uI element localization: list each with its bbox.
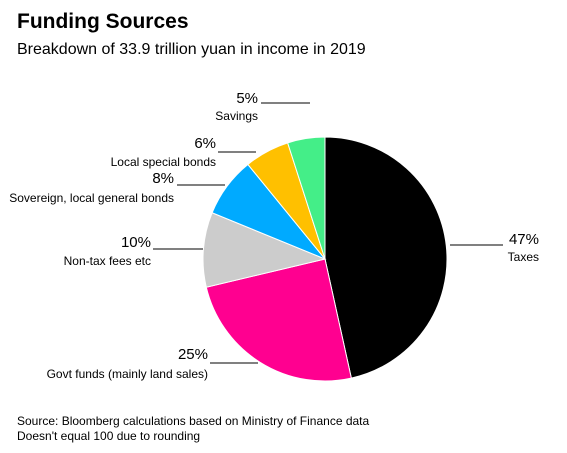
- value-label-non-tax-fees-etc: 10%: [121, 234, 151, 251]
- value-label-local-special-bonds: 6%: [194, 135, 216, 152]
- category-label-local-special-bonds: Local special bonds: [111, 155, 216, 169]
- rounding-note: Doesn't equal 100 due to rounding: [17, 429, 201, 443]
- pie-slice-taxes: [324, 136, 448, 379]
- value-label-govt-funds-mainly-land-sales: 25%: [178, 346, 208, 363]
- category-label-sovereign-local-general-bonds: Sovereign, local general bonds: [9, 191, 174, 205]
- value-label-taxes: 47%: [509, 231, 539, 248]
- pie-slice-savings: [287, 136, 326, 260]
- category-label-savings: Savings: [215, 109, 258, 123]
- category-label-govt-funds-mainly-land-sales: Govt funds (mainly land sales): [47, 367, 208, 381]
- source-text: Source: Bloomberg calculations based on …: [17, 414, 370, 428]
- chart-title: Funding Sources: [17, 10, 189, 33]
- source-note: Source: Bloomberg calculations based on …: [17, 414, 369, 444]
- chart-subtitle: Breakdown of 33.9 trillion yuan in incom…: [17, 41, 366, 58]
- pie-slice-govt-funds-mainly-land-sales: [205, 258, 352, 382]
- category-label-taxes: Taxes: [508, 250, 539, 264]
- category-label-non-tax-fees-etc: Non-tax fees etc: [64, 254, 151, 268]
- value-label-sovereign-local-general-bonds: 8%: [152, 170, 174, 187]
- value-label-savings: 5%: [236, 90, 258, 107]
- pie-slice-non-tax-fees-etc: [202, 212, 327, 288]
